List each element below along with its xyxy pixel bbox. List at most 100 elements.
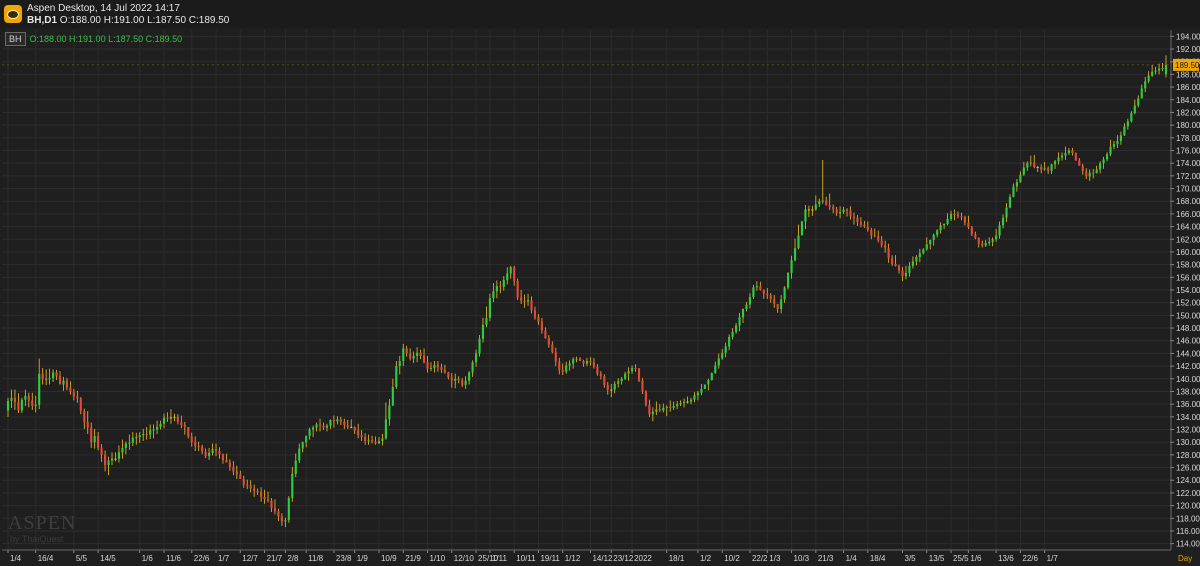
candle [1133, 99, 1136, 115]
candle-body [1133, 105, 1136, 114]
candle [797, 224, 800, 250]
candle [696, 390, 700, 401]
candle-body [762, 290, 765, 294]
candle [55, 369, 58, 381]
candle-body [416, 352, 419, 356]
x-tick-label: 23/8 [336, 554, 352, 563]
candle [1147, 71, 1150, 84]
candle-body [48, 378, 51, 380]
legend-ohlc-values: O:188.00 H:191.00 L:187.50 C:189.50 [29, 34, 183, 44]
candle-body [807, 209, 810, 211]
candle-body [388, 405, 391, 420]
candle-body [468, 372, 471, 381]
candle [256, 488, 259, 495]
candle [665, 405, 668, 417]
candle [468, 371, 471, 385]
candle-body [800, 221, 804, 236]
candle-body [1067, 150, 1070, 154]
candle [807, 205, 810, 218]
candle [953, 209, 956, 221]
x-tick-label: 25/5 [953, 554, 969, 563]
candle-body [104, 454, 107, 466]
candle-body [166, 417, 169, 419]
candle-body [429, 368, 433, 369]
candle [596, 364, 599, 376]
candle [474, 349, 478, 367]
candle [377, 437, 381, 445]
candle-body [461, 380, 464, 386]
candle [1085, 168, 1088, 180]
candle-body [766, 293, 769, 296]
candle-body [194, 442, 197, 446]
candle-body [1026, 163, 1029, 168]
candle-body [880, 240, 883, 245]
candle [395, 361, 398, 389]
candle [1012, 183, 1015, 198]
candle [450, 373, 453, 388]
candle [506, 267, 509, 285]
candle-body [845, 209, 849, 211]
candle-body [1029, 162, 1032, 164]
candle [641, 378, 644, 394]
candle [839, 206, 842, 219]
candle-body [780, 299, 783, 310]
y-tick-label: 130.00 [1176, 438, 1200, 447]
candle-body [235, 471, 238, 475]
candle [1119, 131, 1123, 145]
candle [575, 356, 578, 363]
candle [253, 484, 256, 497]
y-tick-label: 192.00 [1176, 45, 1200, 54]
candle [606, 381, 609, 395]
candle [301, 441, 304, 453]
y-tick-label: 124.00 [1176, 476, 1200, 485]
candle [336, 416, 339, 425]
y-tick-label: 146.00 [1176, 337, 1200, 346]
candle-body [478, 338, 481, 354]
candle [970, 225, 973, 237]
candle-body [76, 396, 79, 399]
candle [689, 397, 693, 405]
candle-body [287, 498, 290, 521]
candle-body [225, 459, 228, 463]
candle [728, 334, 731, 351]
x-tick-label: 16/4 [38, 554, 54, 563]
candle-body [686, 401, 689, 403]
candle [1116, 135, 1119, 148]
candle [1026, 161, 1029, 171]
candle [551, 341, 554, 354]
candle [637, 368, 641, 382]
candle [1137, 95, 1140, 108]
candle-body [173, 416, 176, 418]
candle-body [939, 225, 942, 231]
candle [1074, 152, 1077, 161]
candle [1123, 123, 1126, 136]
candle [422, 348, 426, 364]
candle-body [596, 366, 599, 374]
candle-body [904, 272, 908, 277]
candle [568, 360, 571, 371]
candle-body [117, 452, 121, 459]
candle [832, 204, 835, 214]
y-axis: 114.00 116.00 118.00 120.00 122.00 124.00 126.… [2, 30, 1200, 550]
candle [554, 347, 557, 367]
x-tick-label: 21/9 [405, 554, 421, 563]
symbol-timeframe: BH,D1 [27, 15, 58, 26]
candle-body [266, 499, 270, 501]
legend-symbol[interactable]: BH [5, 32, 26, 46]
candle-body [145, 433, 148, 435]
candle [1015, 179, 1018, 192]
candle [578, 357, 582, 362]
candle [533, 306, 537, 320]
candle-body [169, 416, 173, 419]
y-tick-label: 142.00 [1176, 362, 1200, 371]
candle-body [260, 492, 263, 497]
candle-body [516, 281, 519, 298]
y-tick-label: 176.00 [1176, 146, 1200, 155]
candle-body [280, 516, 283, 522]
candle-body [1001, 217, 1005, 226]
candle [745, 302, 748, 312]
candlestick-chart[interactable]: 114.00 116.00 118.00 120.00 122.00 124.00 126.… [0, 28, 1200, 566]
candle [208, 447, 211, 460]
candle [409, 348, 412, 361]
candle-body [273, 508, 277, 512]
